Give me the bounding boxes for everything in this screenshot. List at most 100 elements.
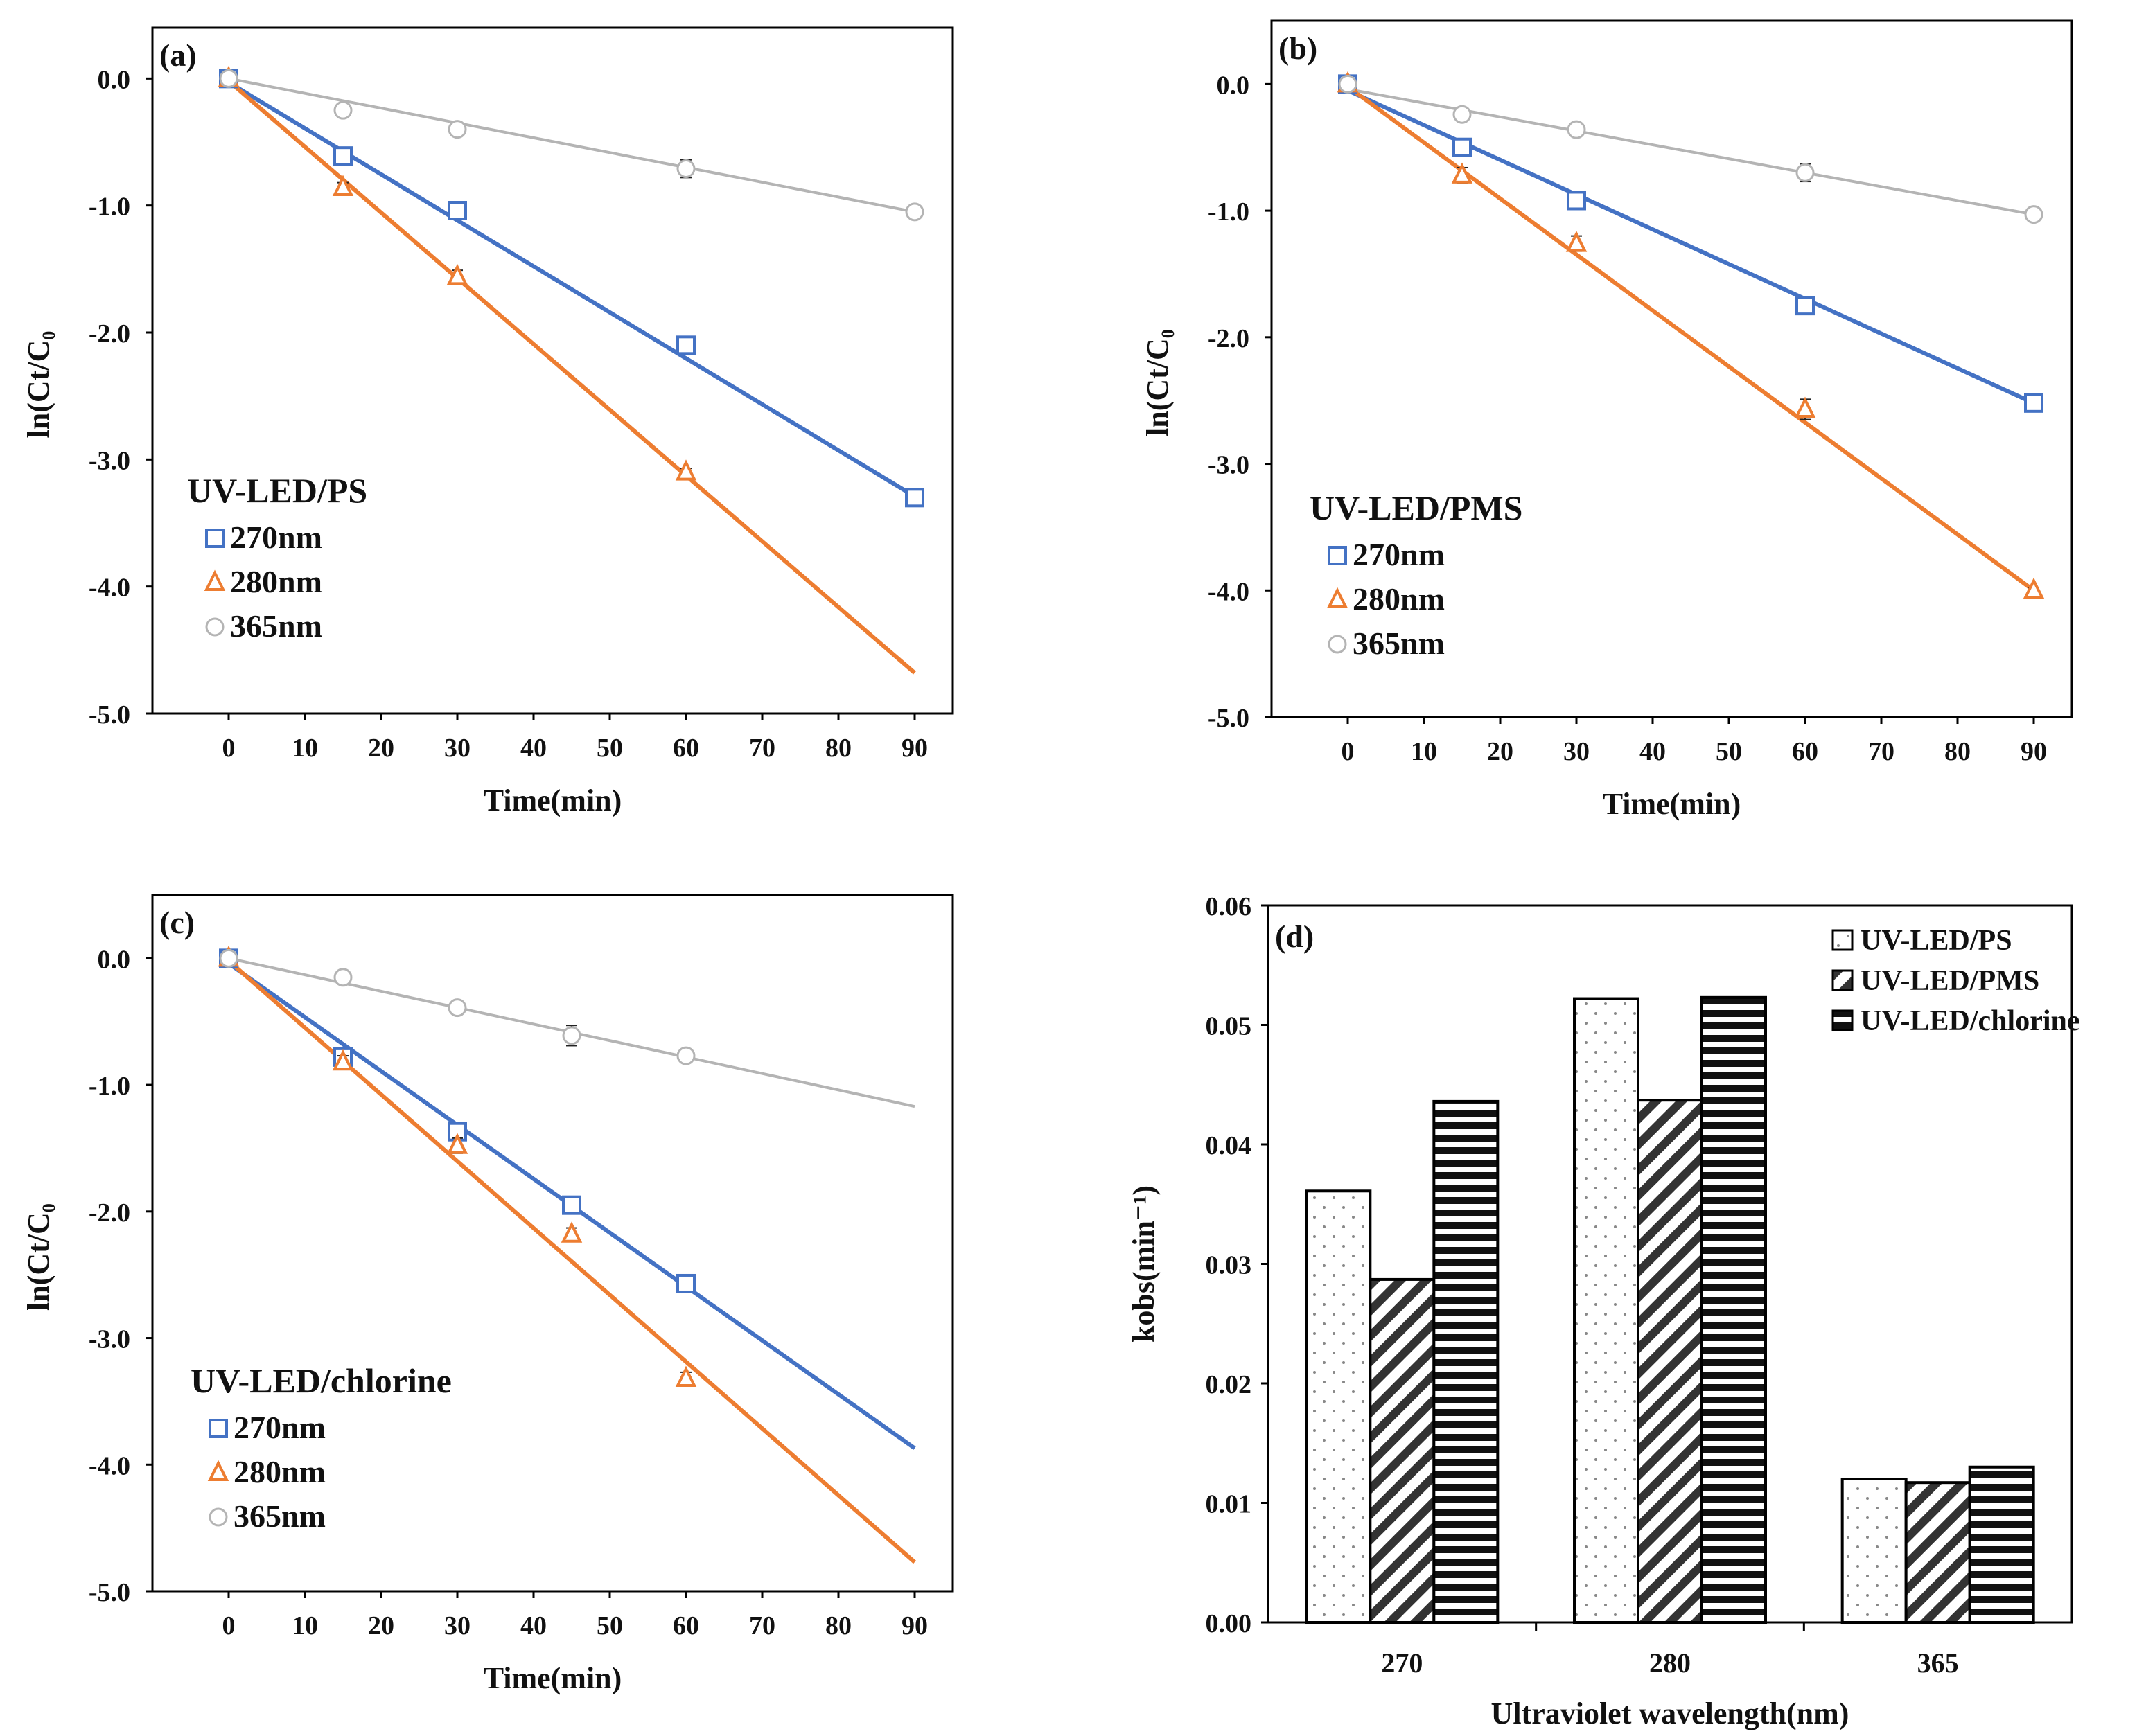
x-tick-label: 70: [749, 734, 775, 763]
x-axis-label: Ultraviolet wavelength(nm): [1491, 1697, 1849, 1730]
y-tick-label: -1.0: [89, 193, 130, 222]
panel-a-chart: (a) 0.0 -1.0 -2.0 -3.0 -4.0 -5.0 0 10 20 30 40 50 60 7…: [21, 26, 954, 817]
y-tick-label: -4.0: [89, 574, 130, 603]
legend-title: UV-LED/PMS: [1310, 488, 1522, 527]
data-point-270nm: [1567, 191, 1586, 211]
legend-marker-270nm: [1328, 546, 1347, 565]
panel-label: (d): [1275, 919, 1314, 954]
y-tick-label: -4.0: [89, 1451, 130, 1480]
legend-label-270nm: 270nm: [1353, 537, 1445, 572]
x-tick-label: 10: [292, 734, 318, 763]
panel-c-chart: (c) 0.0 -1.0 -2.0 -3.0 -4.0 -5.0 0 10 20 30 40 50 60 7…: [21, 894, 954, 1695]
data-point-365nm: [219, 69, 238, 88]
data-point-365nm: [333, 100, 353, 120]
legend-swatch-UV-LED/chlorine: [1831, 1009, 1854, 1031]
legend-label-280nm: 280nm: [234, 1454, 326, 1489]
x-tick-label: 90: [2021, 737, 2047, 766]
data-point-280nm: [2023, 577, 2045, 599]
x-tick-label: 30: [444, 734, 471, 763]
legend-marker-270nm: [209, 1419, 228, 1438]
legend-label-270nm: 270nm: [234, 1410, 326, 1445]
x-axis-label: Time(min): [484, 1661, 622, 1695]
data-point-365nm: [2024, 205, 2043, 224]
legend-title: UV-LED/PS: [187, 471, 367, 510]
data-point-280nm: [675, 459, 697, 481]
legend-swatch-UV-LED/PMS: [1831, 969, 1854, 991]
plot-frame: [1270, 19, 2073, 718]
x-tick-label: 0: [222, 734, 236, 763]
legend-marker-280nm: [204, 569, 226, 591]
legend-label-365nm: 365nm: [230, 608, 322, 644]
data-point-365nm: [1567, 120, 1586, 139]
y-axis-label: ln(Ct/C₀: [1141, 329, 1175, 436]
x-tick-label: 10: [292, 1611, 318, 1640]
legend-label-270nm: 270nm: [230, 520, 322, 555]
y-tick-label: 0.00: [1206, 1609, 1252, 1638]
legend-label-365nm: 365nm: [1353, 626, 1445, 661]
y-tick-label: -3.0: [89, 446, 130, 475]
data-point-280nm: [1451, 162, 1473, 184]
x-tick-label: 60: [673, 734, 699, 763]
bar-UV-LED/PS-365: [1840, 1478, 1908, 1624]
panel-label: (a): [159, 37, 197, 73]
x-tick-label: 0: [1342, 737, 1355, 766]
x-tick-label: 20: [368, 734, 394, 763]
y-tick-label: 0.0: [98, 945, 131, 974]
panel-b-chart: (b) 0.0 -1.0 -2.0 -3.0 -4.0 -5.0 0 10 20 30 40 50 60 7…: [1141, 19, 2073, 821]
x-tick-label: 40: [1639, 737, 1666, 766]
y-tick-label: -4.0: [1208, 577, 1249, 606]
data-point-280nm: [675, 1365, 697, 1388]
x-tick-label: 280: [1649, 1647, 1691, 1679]
legend-label-UV-LED/PS: UV-LED/PS: [1861, 925, 2012, 957]
bar-UV-LED/chlorine-365: [1968, 1465, 2035, 1624]
x-tick-label: 40: [520, 734, 547, 763]
data-point-365nm: [905, 202, 924, 222]
y-tick-label: -1.0: [89, 1072, 130, 1101]
x-tick-label: 70: [749, 1611, 775, 1640]
legend-marker-270nm: [205, 529, 225, 548]
data-point-365nm: [1452, 105, 1472, 124]
data-point-365nm: [448, 998, 467, 1018]
data-point-280nm: [332, 1049, 354, 1071]
y-axis-label: ln(Ct/C₀: [21, 1203, 55, 1311]
x-tick-label: 270: [1381, 1647, 1423, 1679]
y-axis-label: ln(Ct/C₀: [21, 331, 55, 439]
x-tick-label: 60: [673, 1611, 699, 1640]
legend-label-280nm: 280nm: [1353, 581, 1445, 617]
x-tick-label: 80: [825, 1611, 852, 1640]
legend-label-365nm: 365nm: [234, 1498, 326, 1534]
x-tick-label: 365: [1917, 1647, 1959, 1679]
y-tick-label: -3.0: [1208, 451, 1249, 480]
data-point-270nm: [1452, 137, 1472, 157]
y-tick-label: -2.0: [1208, 324, 1249, 353]
y-tick-label: -5.0: [1208, 704, 1249, 733]
data-point-270nm: [676, 335, 696, 355]
data-point-365nm: [219, 948, 238, 968]
data-point-365nm: [676, 159, 696, 178]
data-point-270nm: [905, 488, 924, 508]
data-point-280nm: [446, 263, 468, 285]
data-point-270nm: [562, 1195, 581, 1215]
data-point-365nm: [448, 120, 467, 139]
y-tick-label: 0.01: [1206, 1490, 1252, 1519]
y-tick-label: -1.0: [1208, 197, 1249, 227]
x-tick-label: 60: [1792, 737, 1818, 766]
data-point-280nm: [1565, 231, 1588, 252]
x-axis-label: Time(min): [1603, 787, 1741, 821]
bar-UV-LED/PMS-270: [1369, 1277, 1436, 1624]
data-point-365nm: [562, 1026, 581, 1045]
legend-title: UV-LED/chlorine: [191, 1361, 452, 1400]
legend-marker-365nm: [1328, 635, 1347, 654]
x-tick-label: 0: [222, 1611, 236, 1640]
bar-UV-LED/chlorine-270: [1432, 1099, 1500, 1624]
x-axis-label: Time(min): [484, 783, 622, 817]
bar-UV-LED/PMS-365: [1904, 1481, 1971, 1624]
legend-label-280nm: 280nm: [230, 564, 322, 599]
x-tick-label: 80: [1944, 737, 1971, 766]
x-tick-label: 10: [1411, 737, 1437, 766]
y-tick-label: 0.0: [98, 65, 131, 94]
x-tick-label: 20: [1487, 737, 1513, 766]
x-tick-label: 40: [520, 1611, 547, 1640]
x-tick-label: 30: [1563, 737, 1590, 766]
data-point-280nm: [332, 175, 354, 196]
